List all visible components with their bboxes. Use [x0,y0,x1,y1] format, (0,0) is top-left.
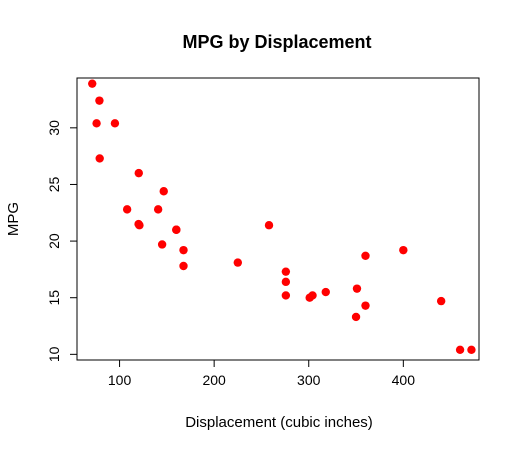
data-point [264,221,274,230]
x-tick-label: 200 [202,372,226,388]
data-point [159,187,168,196]
data-point [436,296,446,306]
data-point [95,154,104,163]
data-point [95,96,104,105]
x-tick-label: 400 [392,372,416,388]
data-point [467,345,476,355]
x-tick-label: 100 [108,372,132,388]
data-point [351,312,361,322]
data-point [352,284,362,293]
x-axis: 100 200 300 400 [108,360,415,388]
data-point [281,267,291,276]
data-point [281,291,291,300]
y-axis: 10 15 20 25 30 [46,120,77,362]
x-tick-label: 300 [297,372,321,388]
y-tick-label: 15 [46,290,62,306]
data-point [361,301,370,310]
data-point [399,245,408,255]
data-point [110,119,120,128]
data-point [157,240,167,249]
data-point [321,287,330,297]
plot-frame [76,77,480,361]
x-axis-label: Displacement (cubic inches) [185,414,373,431]
data-point [455,345,465,355]
y-tick-label: 20 [46,233,62,249]
y-tick-label: 25 [46,176,62,192]
data-point [88,79,97,88]
points-layer [88,79,476,355]
y-axis-label: MPG [5,202,22,236]
data-point [135,221,144,230]
data-point [179,261,188,271]
y-tick-label: 10 [46,346,62,362]
data-point [305,293,314,302]
data-point [172,225,181,234]
chart-title: MPG by Displacement [182,32,371,52]
data-point [153,205,163,214]
data-point [281,277,291,287]
data-point [134,168,143,178]
data-point [233,258,242,267]
data-point [122,205,132,214]
data-point [361,251,370,261]
y-tick-label: 30 [46,120,62,136]
data-point [92,119,101,128]
data-point [179,245,188,255]
